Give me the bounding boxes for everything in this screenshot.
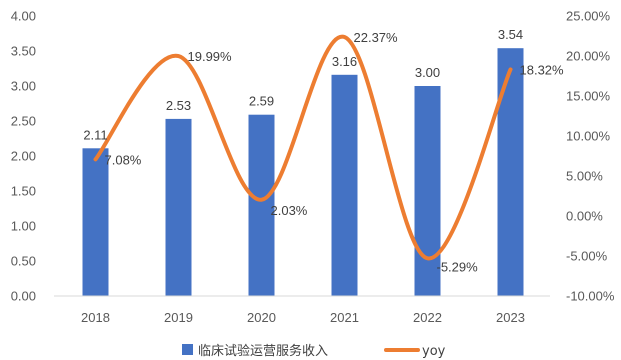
legend-line-label: yoy [422, 344, 446, 359]
right-y-tick-label: 0.00% [566, 209, 603, 224]
legend-bar-label: 临床试验运营服务收入 [198, 343, 328, 359]
right-y-tick-label: 20.00% [566, 49, 611, 64]
line-data-labels: 7.08% 19.99% 2.03% 22.37% -5.29% 18.32% [105, 30, 565, 274]
bar [331, 74, 358, 296]
right-y-tick-label: -10.00% [566, 289, 615, 304]
bar [414, 86, 441, 296]
right-y-axis: -10.00% -5.00% 0.00% 5.00% 10.00% 15.00% 20.00… [566, 9, 615, 304]
line-data-label: 22.37% [354, 30, 399, 45]
line-data-label: 2.03% [271, 203, 308, 218]
right-y-tick-label: 25.00% [566, 9, 611, 24]
x-tick-label: 2021 [330, 310, 359, 325]
line-data-label: 7.08% [105, 152, 142, 167]
left-y-tick-label: 1.50 [11, 184, 36, 199]
bar-data-label: 2.11 [83, 127, 107, 142]
bar-data-label: 2.53 [166, 98, 191, 113]
bar-data-labels: 2.11 2.53 2.59 3.16 3.00 3.54 [83, 27, 523, 142]
yoy-line [93, 35, 513, 261]
bar-series [82, 48, 524, 297]
left-y-tick-label: 1.00 [11, 219, 36, 234]
left-y-tick-label: 3.50 [11, 44, 36, 59]
bar [497, 48, 524, 297]
right-y-tick-label: 5.00% [566, 169, 603, 184]
legend-bar-swatch [182, 344, 193, 355]
bar-data-label: 3.16 [332, 54, 357, 69]
left-y-axis: 0.00 0.50 1.00 1.50 2.00 2.50 3.00 3.50 4.00 [11, 9, 36, 304]
left-y-tick-label: 3.00 [11, 79, 36, 94]
x-tick-label: 2018 [81, 310, 110, 325]
x-tick-label: 2019 [164, 310, 193, 325]
left-y-tick-label: 0.50 [11, 254, 36, 269]
bar [165, 118, 192, 297]
left-y-tick-label: 2.50 [11, 114, 36, 129]
bar-data-label: 3.54 [498, 27, 523, 42]
x-axis: 2018 2019 2020 2021 2022 2023 [81, 310, 525, 325]
line-data-label: 18.32% [520, 62, 565, 77]
left-y-tick-label: 4.00 [11, 9, 36, 24]
bar-data-label: 3.00 [415, 65, 440, 80]
right-y-tick-label: -5.00% [566, 249, 608, 264]
bar-data-label: 2.59 [249, 94, 274, 109]
legend: 临床试验运营服务收入 yoy [182, 343, 446, 359]
bar [248, 114, 275, 296]
x-tick-label: 2023 [496, 310, 525, 325]
right-y-tick-label: 10.00% [566, 129, 611, 144]
left-y-tick-label: 0.00 [11, 289, 36, 304]
line-data-label: 19.99% [188, 49, 233, 64]
bar [82, 148, 109, 296]
line-data-label: -5.29% [437, 259, 479, 274]
x-tick-label: 2022 [413, 310, 442, 325]
left-y-tick-label: 2.00 [11, 149, 36, 164]
x-tick-label: 2020 [247, 310, 276, 325]
right-y-tick-label: 15.00% [566, 89, 611, 104]
line-series [93, 35, 513, 261]
